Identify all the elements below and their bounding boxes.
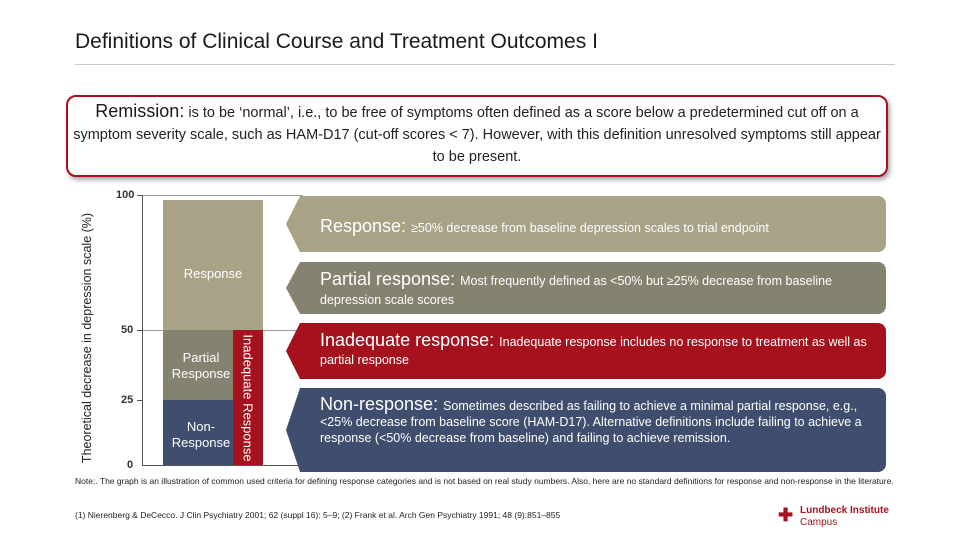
partial-heading: Partial response: <box>320 269 461 289</box>
tick-label: 50 <box>121 324 134 336</box>
remission-heading: Remission: <box>95 101 185 121</box>
bar-inadequate-label: Inadequate Response <box>240 333 256 462</box>
logo-line1: Lundbeck Institute <box>800 505 889 516</box>
lundbeck-logo: ✚ Lundbeck Institute Campus <box>778 503 898 531</box>
title-divider <box>75 64 895 65</box>
remission-text: is to be ‘normal’, i.e., to be free of s… <box>73 105 881 165</box>
tick-label: 100 <box>116 189 135 201</box>
response-heading: Response: <box>320 216 412 236</box>
remission-box: Remission: is to be ‘normal’, i.e., to b… <box>66 95 888 177</box>
tick-mark <box>137 400 143 401</box>
chart-y-axis-label: Theoretical decrease in depression scale… <box>80 212 94 464</box>
logo-line2: Campus <box>800 517 838 528</box>
non-response-definition: Non-response: Sometimes described as fai… <box>286 388 886 472</box>
bar-partial-response <box>163 330 233 400</box>
footnote: Note:. The graph is an illustration of c… <box>75 476 894 486</box>
tick-mark <box>137 195 143 196</box>
non-heading: Non-response: <box>320 394 444 414</box>
gridline <box>143 195 303 196</box>
lundbeck-logo-icon: ✚ <box>778 505 794 525</box>
inadequate-text: Inadequate response includes no response… <box>320 335 867 367</box>
tick-mark <box>137 330 143 331</box>
bar-non-response <box>163 400 233 465</box>
reference: (1) Nierenberg & DeCecco. J Clin Psychia… <box>75 510 561 520</box>
bar-partial-label: Partial Response <box>171 350 231 381</box>
bar-non-label: Non-Response <box>171 419 231 450</box>
page-title: Definitions of Clinical Course and Treat… <box>75 30 598 53</box>
chart-x-axis <box>142 465 304 466</box>
inadequate-response-definition: Inadequate response: Inadequate response… <box>286 323 886 379</box>
bar-inadequate-response <box>233 330 263 465</box>
bar-response-label: Response <box>183 266 243 281</box>
partial-response-definition: Partial response: Most frequently define… <box>286 262 886 314</box>
tick-label: 25 <box>121 394 134 406</box>
response-definition: Response: ≥50% decrease from baseline de… <box>286 196 886 252</box>
partial-text: Most frequently defined as <50% but ≥25%… <box>320 274 833 307</box>
response-text: ≥50% decrease from baseline depression s… <box>411 221 769 235</box>
inadequate-heading: Inadequate response: <box>320 330 500 350</box>
bar-response <box>163 200 263 330</box>
non-text: Sometimes described as failing to achiev… <box>320 399 862 445</box>
tick-label: 0 <box>127 459 134 471</box>
